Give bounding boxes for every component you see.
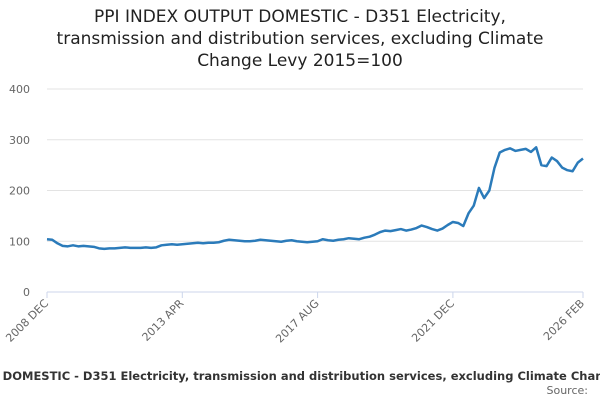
y-tick-label: 400 — [9, 83, 30, 96]
x-tick-label: 2017 AUG — [273, 297, 322, 346]
data-line — [46, 146, 584, 251]
chart-title: PPI INDEX OUTPUT DOMESTIC - D351 Electri… — [56, 7, 544, 71]
y-tick-label: 0 — [23, 286, 30, 299]
y-tick-label: 100 — [9, 235, 30, 248]
x-tick-label: 2013 APR — [140, 297, 187, 344]
x-tick-label: 2026 FEB — [541, 297, 587, 343]
x-tick-label: 2021 DEC — [409, 297, 457, 345]
legend-label: PPI INDEX OUTPUT DOMESTIC - D351 Electri… — [0, 369, 600, 383]
x-tick-label: 2008 DEC — [3, 297, 51, 345]
y-tick-label: 300 — [9, 134, 30, 147]
y-tick-label: 200 — [9, 185, 30, 198]
source: Source: — [547, 384, 589, 397]
